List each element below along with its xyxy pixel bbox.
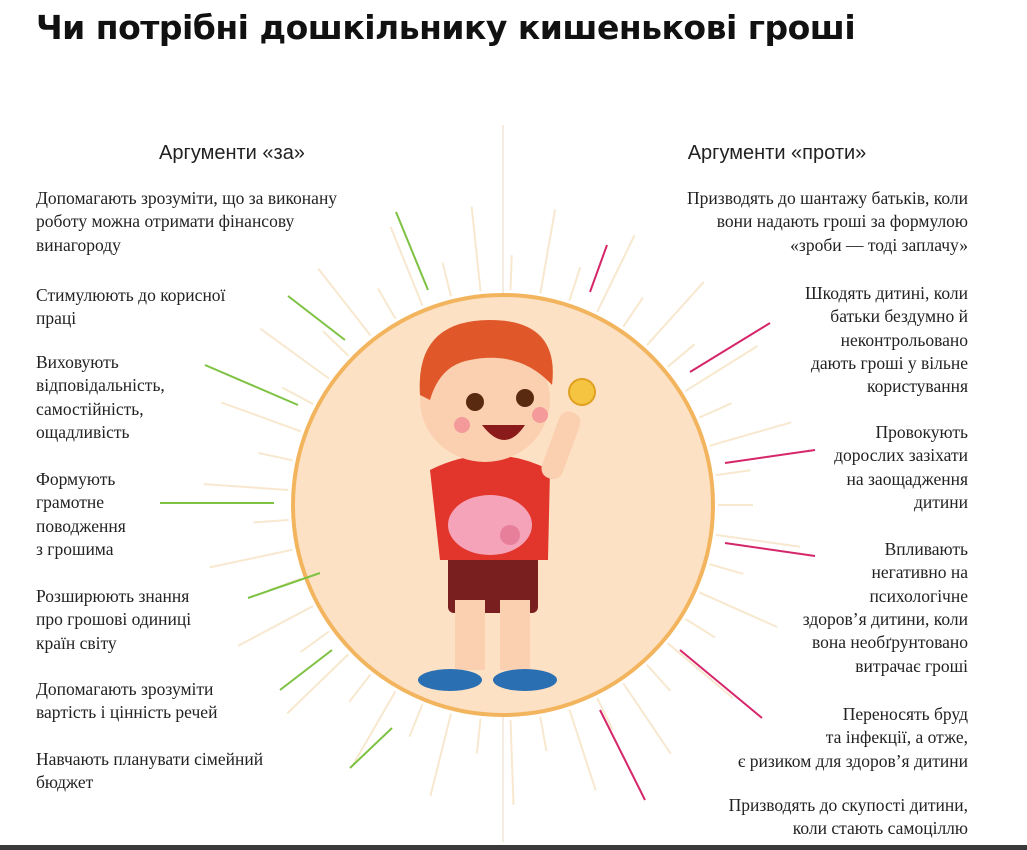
pro-argument: винагороду: [36, 234, 121, 255]
con-argument: здоров’я дитини, коли: [802, 608, 968, 629]
sun-ray: [699, 402, 732, 419]
sun-ray: [622, 297, 644, 328]
sun-ray: [568, 709, 597, 791]
sun-ray: [539, 209, 557, 294]
sun-ray: [709, 421, 792, 447]
sun-ray: [429, 713, 452, 797]
sun-ray: [441, 262, 452, 297]
sun-ray: [699, 591, 778, 628]
pro-argument: про грошові одиниці: [36, 609, 192, 630]
pro-argument: бюджет: [36, 772, 94, 793]
sun-ray: [237, 605, 314, 647]
cons-heading: Аргументи «проти»: [687, 142, 867, 164]
con-argument: дитини: [913, 491, 968, 512]
pro-argument: Формують: [36, 469, 116, 489]
sun-ray: [667, 343, 696, 368]
sun-ray: [281, 386, 314, 405]
con-argument: Переносять бруд: [842, 704, 968, 724]
sun-ray: [253, 519, 289, 524]
con-argument: витрачає гроші: [855, 655, 968, 676]
sun-ray: [709, 563, 744, 575]
sun-ray: [300, 630, 330, 653]
con-argument: неконтрольовано: [840, 329, 968, 350]
pro-argument: праці: [36, 308, 77, 329]
sun-ray: [259, 327, 330, 380]
pros-heading: Аргументи «за»: [159, 142, 305, 164]
con-argument: негативно на: [871, 562, 968, 583]
title: Чи потрібні дошкільнику кишенькові гроші: [36, 8, 856, 47]
pro-argument: Стимулюють до корисної: [36, 285, 226, 305]
sun-ray: [596, 234, 636, 313]
con-argument: Впливають: [884, 539, 968, 559]
sun-ray: [352, 690, 397, 766]
sun-ray: [475, 718, 482, 754]
pro-argument: поводження: [36, 515, 126, 536]
con-argument: вона необґрунтовано: [811, 632, 968, 653]
sun-ray: [348, 673, 372, 703]
con-argument: Призводять до шантажу батьків, коли: [687, 188, 968, 208]
con-argument: вони надають гроші за формулою: [716, 211, 968, 232]
con-argument: Провокують: [875, 422, 968, 442]
con-argument: дають гроші у вільне: [810, 352, 968, 373]
sun-ray: [322, 330, 350, 357]
sun-ray: [408, 703, 424, 738]
sun-ray: [568, 266, 582, 301]
sun-ray: [646, 664, 672, 692]
sun-ray: [203, 483, 289, 491]
pro-argument: Розширюють знання: [36, 586, 190, 606]
con-argument: коли стають самоціллю: [792, 818, 968, 839]
sun-ray: [258, 452, 293, 462]
con-argument: психологічне: [869, 585, 968, 606]
sun-ray: [286, 653, 350, 715]
sun-ray: [209, 548, 293, 569]
con-argument: батьки бездумно й: [830, 306, 968, 327]
con-argument: на заощадження: [846, 468, 969, 489]
pro-argument: грамотне: [36, 492, 105, 513]
pro-argument: роботу можна отримати фінансову: [36, 211, 295, 232]
con-argument: Шкодять дитині, коли: [805, 283, 968, 303]
pro-argument: вартість і цінність речей: [36, 702, 218, 723]
pro-argument: Допомагають зрозуміти, що за виконану: [36, 188, 338, 208]
sun-ray: [470, 206, 482, 292]
con-argument: дорослих зазіхати: [834, 445, 968, 466]
sun-ray: [539, 716, 548, 752]
pro-argument: країн світу: [36, 632, 117, 653]
con-argument: є ризиком для здоров’я дитини: [737, 750, 968, 771]
sun-ray: [596, 697, 614, 731]
sun-ray: [646, 281, 705, 346]
con-argument: «зроби — тоді заплачу»: [790, 234, 968, 255]
sun-ray: [317, 267, 372, 337]
con-argument: Призводять до скупості дитини,: [728, 795, 968, 815]
sun-ray: [684, 618, 716, 639]
pro-argument: Допомагають зрозуміти: [36, 679, 214, 699]
sun-ray: [389, 226, 424, 307]
sun-ray: [622, 682, 672, 755]
pro-argument: відповідальність,: [36, 375, 165, 396]
sun-ray: [715, 533, 801, 548]
pro-argument: ощадливість: [36, 421, 130, 442]
con-argument: користування: [867, 376, 968, 397]
pro-argument: Навчають планувати сімейний: [36, 749, 264, 769]
sun-ray: [715, 469, 751, 477]
con-argument: та інфекції, а отже,: [825, 727, 968, 748]
pro-argument: Виховують: [36, 352, 119, 372]
pro-argument: з грошима: [36, 538, 114, 559]
sun-ray: [509, 719, 515, 805]
sun-ray: [377, 287, 397, 320]
sun-ray: [667, 642, 734, 699]
sun-ray: [684, 345, 758, 392]
sun-ray: [509, 255, 513, 291]
sun-ray: [220, 401, 302, 433]
pro-argument: самостійність,: [36, 398, 144, 419]
